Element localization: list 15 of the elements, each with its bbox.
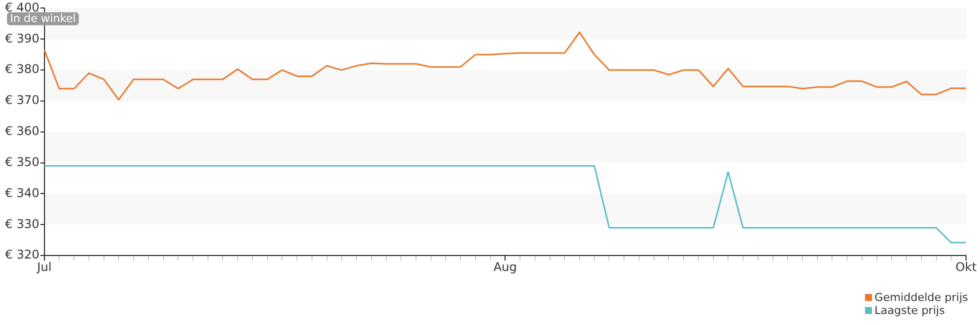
y-tick-label: € 380 [4,62,40,76]
annotation: In de winkel [10,12,76,26]
legend-label: Laagste prijs [874,304,945,317]
y-tick-label: € 330 [4,216,40,231]
y-tick-label: € 340 [4,186,40,200]
y-tick-label: € 350 [4,154,40,169]
y-tick-label: € 400 [4,0,40,14]
y-tick-label: € 390 [4,31,40,46]
y-tick-label: € 370 [4,93,40,108]
x-tick-label: Okt [955,260,977,274]
y-tick-label: € 320 [4,248,40,262]
x-tick-label: Aug [493,260,517,274]
y-tick-label: € 360 [4,124,40,138]
x-tick-label: Jul [36,260,52,274]
legend-label: Gemiddelde prijs [874,291,968,304]
